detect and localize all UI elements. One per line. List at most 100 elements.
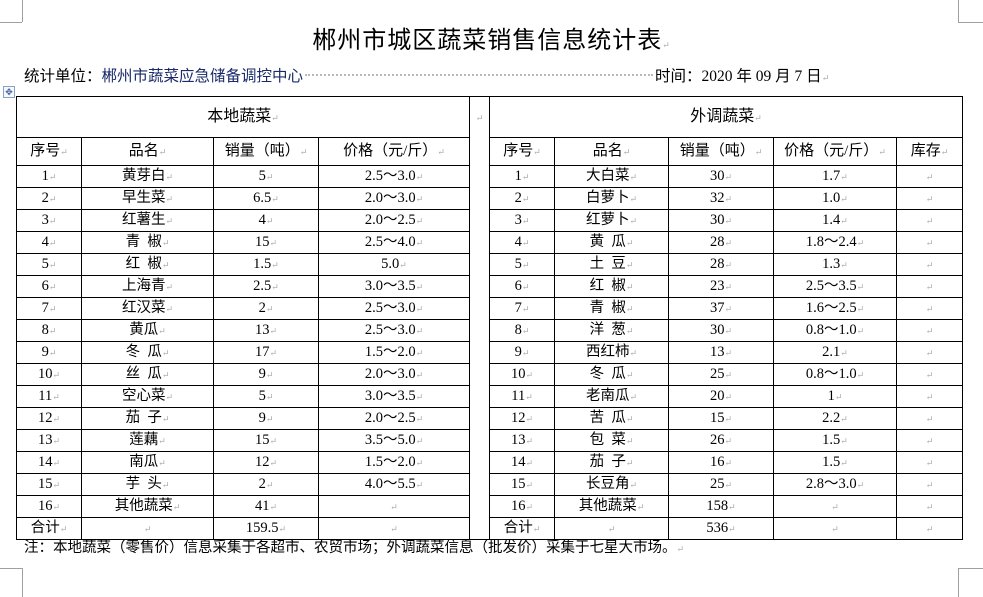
external-price-cell bbox=[773, 495, 897, 518]
external-index-cell: 14 bbox=[489, 451, 555, 474]
table-row: 3红薯生42.0～2.53红萝卜301.4 bbox=[16, 209, 963, 232]
external-sales-cell: 23 bbox=[668, 275, 774, 298]
external-price-cell: 1.7 bbox=[773, 165, 897, 188]
local-name-cell: 红 椒 bbox=[81, 253, 214, 276]
external-price-cell: 1.5 bbox=[773, 451, 897, 474]
crop-mark-top-left bbox=[0, 22, 22, 23]
table-row: 7红汉菜22.5～3.07青 椒371.6～2.5 bbox=[16, 297, 963, 320]
local-price-cell: 3.5～5.0 bbox=[318, 429, 470, 452]
external-stock-cell bbox=[896, 429, 963, 452]
external-stock-cell bbox=[896, 275, 963, 298]
local-sales-cell: 17 bbox=[213, 341, 319, 364]
local-index-cell: 6 bbox=[16, 275, 82, 298]
crop-mark-top-left bbox=[22, 0, 23, 22]
external-sales-cell: 37 bbox=[668, 297, 774, 320]
external-sales-cell: 536 bbox=[668, 517, 774, 540]
external-name-cell: 苦 瓜 bbox=[554, 407, 669, 430]
local-name-cell: 丝 瓜 bbox=[81, 363, 214, 386]
table-row: 15芋 头24.0～5.515长豆角252.8～3.0 bbox=[16, 473, 963, 496]
column-header: 库存 bbox=[896, 137, 963, 166]
local-name-cell: 青 椒 bbox=[81, 231, 214, 254]
external-price-cell: 2.2 bbox=[773, 407, 897, 430]
local-name-cell: 南瓜 bbox=[81, 451, 214, 474]
local-index-cell: 7 bbox=[16, 297, 82, 320]
document-title: 郴州市城区蔬菜销售信息统计表 bbox=[0, 20, 983, 55]
crop-mark-bottom-right bbox=[958, 568, 983, 569]
table-move-handle-icon[interactable]: ✥ bbox=[3, 86, 15, 98]
local-index-cell: 15 bbox=[16, 473, 82, 496]
external-sales-cell: 30 bbox=[668, 319, 774, 342]
time-label: 时间： bbox=[655, 68, 702, 85]
external-index-cell: 9 bbox=[489, 341, 555, 364]
external-sales-cell: 28 bbox=[668, 253, 774, 276]
local-sales-cell: 159.5 bbox=[213, 517, 319, 540]
crop-mark-top-right bbox=[958, 22, 983, 23]
local-price-cell: 2.5～3.0 bbox=[318, 297, 470, 320]
external-sales-cell: 25 bbox=[668, 473, 774, 496]
external-index-cell: 1 bbox=[489, 165, 555, 188]
local-price-cell: 3.0～3.5 bbox=[318, 275, 470, 298]
external-index-cell: 12 bbox=[489, 407, 555, 430]
local-price-cell: 2.0～3.0 bbox=[318, 187, 470, 210]
local-sales-cell: 12 bbox=[213, 451, 319, 474]
external-index-cell: 16 bbox=[489, 495, 555, 518]
section-local: 本地蔬菜 bbox=[16, 96, 470, 138]
total-row: 合计159.5合计536 bbox=[16, 517, 963, 540]
local-sales-cell: 2 bbox=[213, 297, 319, 320]
table-row: 5红 椒1.55.05土 豆281.3 bbox=[16, 253, 963, 276]
local-sales-cell: 41 bbox=[213, 495, 319, 518]
external-sales-cell: 15 bbox=[668, 407, 774, 430]
external-stock-cell bbox=[896, 385, 963, 408]
local-sales-cell: 1.5 bbox=[213, 253, 319, 276]
local-price-cell bbox=[318, 517, 470, 540]
local-index-cell: 16 bbox=[16, 495, 82, 518]
local-name-cell: 冬 瓜 bbox=[81, 341, 214, 364]
external-stock-cell bbox=[896, 363, 963, 386]
local-sales-cell: 4 bbox=[213, 209, 319, 232]
crop-mark-bottom-left bbox=[0, 568, 22, 569]
local-index-cell: 2 bbox=[16, 187, 82, 210]
external-sales-cell: 26 bbox=[668, 429, 774, 452]
external-sales-cell: 30 bbox=[668, 165, 774, 188]
external-name-cell: 青 椒 bbox=[554, 297, 669, 320]
column-header: 销量（吨） bbox=[668, 137, 774, 166]
external-name-cell: 包 菜 bbox=[554, 429, 669, 452]
local-sales-cell: 15 bbox=[213, 429, 319, 452]
unit-value: 郴州市蔬菜应急储备调控中心 bbox=[101, 68, 304, 85]
column-header: 价格（元/斤） bbox=[318, 137, 470, 166]
external-stock-cell bbox=[896, 451, 963, 474]
footnote: 注：本地蔬菜（零售价）信息采集于各超市、农贸市场；外调蔬菜信息（批发价）采集于七… bbox=[24, 536, 684, 557]
local-name-cell: 早生菜 bbox=[81, 187, 214, 210]
column-header: 价格（元/斤） bbox=[773, 137, 897, 166]
external-name-cell: 长豆角 bbox=[554, 473, 669, 496]
crop-mark-bottom-right bbox=[958, 568, 959, 597]
local-index-cell: 合计 bbox=[16, 517, 82, 540]
external-price-cell: 2.1 bbox=[773, 341, 897, 364]
external-sales-cell: 32 bbox=[668, 187, 774, 210]
local-price-cell: 2.0～2.5 bbox=[318, 407, 470, 430]
local-price-cell: 2.0～2.5 bbox=[318, 209, 470, 232]
local-name-cell: 红汉菜 bbox=[81, 297, 214, 320]
external-price-cell: 1.8～2.4 bbox=[773, 231, 897, 254]
table-row: 11空心菜53.0～3.511老南瓜201 bbox=[16, 385, 963, 408]
local-name-cell: 黄芽白 bbox=[81, 165, 214, 188]
local-price-cell: 2.5～3.0 bbox=[318, 319, 470, 342]
external-name-cell: 西红柿 bbox=[554, 341, 669, 364]
external-stock-cell bbox=[896, 341, 963, 364]
external-name-cell: 土 豆 bbox=[554, 253, 669, 276]
local-index-cell: 3 bbox=[16, 209, 82, 232]
local-name-cell: 上海青 bbox=[81, 275, 214, 298]
local-name-cell: 芋 头 bbox=[81, 473, 214, 496]
table-row: 12茄 子92.0～2.512苦 瓜152.2 bbox=[16, 407, 963, 430]
external-name-cell: 其他蔬菜 bbox=[554, 495, 669, 518]
column-header: 序号 bbox=[489, 137, 555, 166]
local-sales-cell: 5 bbox=[213, 385, 319, 408]
external-index-cell: 7 bbox=[489, 297, 555, 320]
local-name-cell: 空心菜 bbox=[81, 385, 214, 408]
table-row: 13莲藕153.5～5.013包 菜261.5 bbox=[16, 429, 963, 452]
external-index-cell: 11 bbox=[489, 385, 555, 408]
column-header: 销量（吨） bbox=[213, 137, 319, 166]
external-name-cell: 黄 瓜 bbox=[554, 231, 669, 254]
external-index-cell: 6 bbox=[489, 275, 555, 298]
local-sales-cell: 5 bbox=[213, 165, 319, 188]
